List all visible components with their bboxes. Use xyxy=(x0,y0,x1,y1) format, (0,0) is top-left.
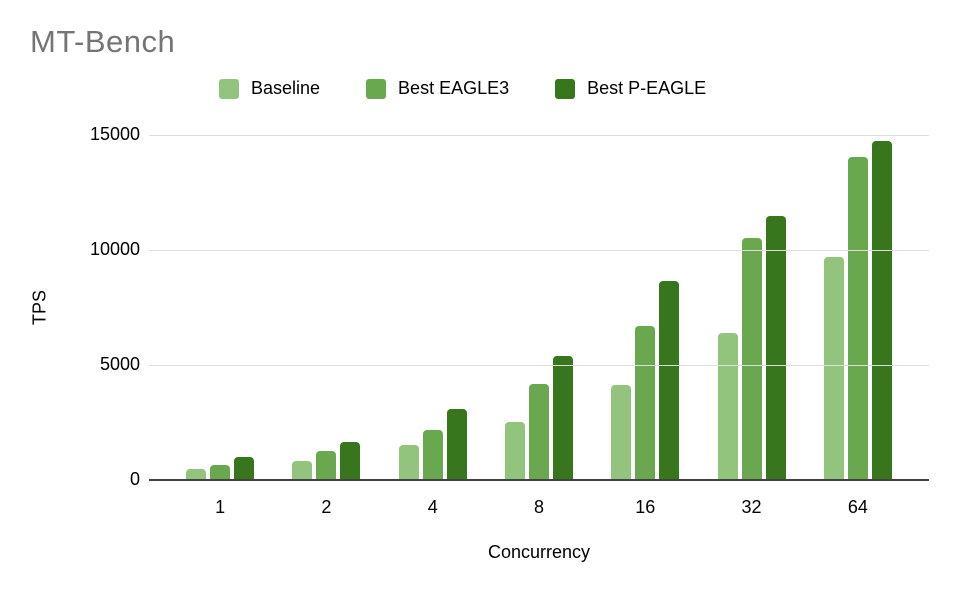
chart-title: MT-Bench xyxy=(30,24,176,59)
bar-best-p-eagle-1 xyxy=(234,457,255,479)
bar-group-64 xyxy=(805,135,911,479)
y-tick-label-15000: 15000 xyxy=(89,124,140,144)
bar-group-4 xyxy=(380,135,486,479)
legend-item-1: Best EAGLE3 xyxy=(366,78,509,99)
legend-swatch-icon xyxy=(219,78,239,99)
x-tick-label-4: 4 xyxy=(427,497,438,517)
x-axis-title: Concurrency xyxy=(487,542,591,562)
plot-area xyxy=(149,135,929,481)
bar-group-32 xyxy=(698,135,804,479)
y-axis-title: TPS xyxy=(29,290,50,326)
legend-item-2: Best P-EAGLE xyxy=(555,78,706,99)
gridline-10000 xyxy=(149,250,929,251)
bar-best-p-eagle-32 xyxy=(765,215,786,479)
x-tick-label-2: 2 xyxy=(321,497,332,517)
x-tick-label-8: 8 xyxy=(533,497,544,517)
y-tick-label-0: 0 xyxy=(129,469,140,489)
legend-label: Best EAGLE3 xyxy=(398,78,510,98)
bar-group-8 xyxy=(486,135,592,479)
bars-row xyxy=(167,135,911,479)
bar-best-eagle3-64 xyxy=(847,157,868,479)
bar-group-2 xyxy=(273,135,379,479)
bar-best-p-eagle-2 xyxy=(340,442,361,479)
chart-legend: Baseline Best EAGLE3 Best P-EAGLE xyxy=(219,78,706,99)
bar-best-eagle3-32 xyxy=(741,237,762,479)
y-tick-label-5000: 5000 xyxy=(99,354,140,374)
bar-best-p-eagle-64 xyxy=(871,140,892,479)
bar-baseline-1 xyxy=(186,468,207,479)
bar-baseline-8 xyxy=(504,421,525,479)
bar-best-p-eagle-8 xyxy=(552,355,573,479)
gridline-5000 xyxy=(149,365,929,366)
legend-swatch-icon xyxy=(366,78,387,99)
y-tick-label-10000: 10000 xyxy=(89,239,140,259)
legend-item-0: Baseline xyxy=(219,78,320,99)
bar-baseline-32 xyxy=(717,332,738,479)
bar-best-eagle3-1 xyxy=(210,464,231,479)
bar-baseline-4 xyxy=(398,444,419,479)
bar-best-eagle3-2 xyxy=(316,450,337,479)
x-tick-label-64: 64 xyxy=(847,497,868,517)
bar-group-1 xyxy=(167,135,273,479)
bar-baseline-16 xyxy=(611,384,632,479)
legend-label: Best P-EAGLE xyxy=(587,78,707,98)
x-tick-label-1: 1 xyxy=(215,497,226,517)
bar-best-p-eagle-16 xyxy=(659,281,680,479)
legend-swatch-icon xyxy=(555,78,576,99)
bar-best-eagle3-16 xyxy=(635,326,656,479)
x-tick-row: 1 2 4 8 16 32 64 xyxy=(167,497,911,518)
x-tick-label-32: 32 xyxy=(741,497,762,517)
bar-best-eagle3-8 xyxy=(528,383,549,479)
legend-label: Baseline xyxy=(251,78,321,98)
gridline-15000 xyxy=(149,135,929,136)
bar-baseline-64 xyxy=(823,257,844,479)
x-tick-label-16: 16 xyxy=(635,497,656,517)
x-axis-line xyxy=(149,479,929,481)
bar-baseline-2 xyxy=(292,460,313,479)
bar-best-p-eagle-4 xyxy=(446,408,467,479)
bar-best-eagle3-4 xyxy=(422,429,443,479)
bar-group-16 xyxy=(592,135,698,479)
